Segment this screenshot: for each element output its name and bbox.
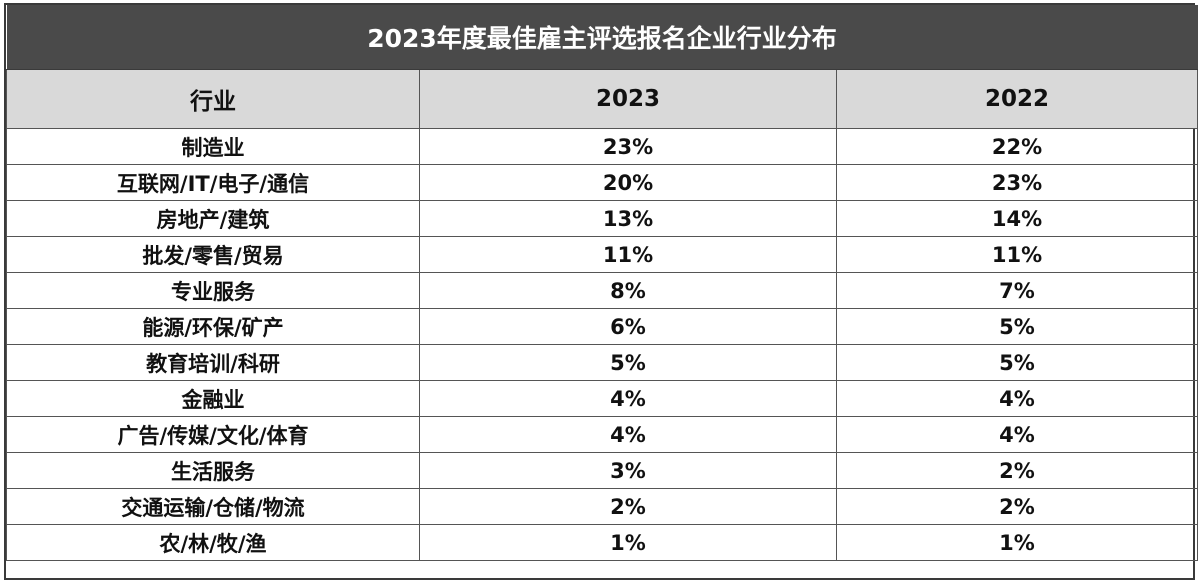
share-2023-cell: 1% bbox=[419, 524, 837, 561]
share-2023-cell: 4% bbox=[419, 416, 837, 453]
share-2023-cell: 5% bbox=[419, 344, 837, 381]
share-2022-cell: 4% bbox=[836, 416, 1198, 453]
industry-cell: 能源/环保/矿产 bbox=[6, 308, 420, 345]
share-2022-cell: 2% bbox=[836, 452, 1198, 489]
table-row: 教育培训/科研 5% 5% bbox=[6, 344, 1198, 381]
industry-cell: 生活服务 bbox=[6, 452, 420, 489]
share-2023-cell: 2% bbox=[419, 488, 837, 525]
industry-cell: 批发/零售/贸易 bbox=[6, 236, 420, 273]
share-2022-cell: 5% bbox=[836, 344, 1198, 381]
industry-cell: 交通运输/仓储/物流 bbox=[6, 488, 420, 525]
table-row: 专业服务 8% 7% bbox=[6, 272, 1198, 309]
share-2023-cell: 8% bbox=[419, 272, 837, 309]
share-2023-cell: 23% bbox=[419, 128, 837, 165]
industry-distribution-table-container: 2023年度最佳雇主评选报名企业行业分布 行业 2023 2022 制造业 23… bbox=[4, 3, 1198, 580]
share-2022-cell: 11% bbox=[836, 236, 1198, 273]
header-row: 行业 2023 2022 bbox=[6, 69, 1198, 129]
industry-cell: 广告/传媒/文化/体育 bbox=[6, 416, 420, 453]
share-2022-cell: 22% bbox=[836, 128, 1198, 165]
industry-cell: 教育培训/科研 bbox=[6, 344, 420, 381]
industry-cell: 房地产/建筑 bbox=[6, 200, 420, 237]
share-2023-cell: 4% bbox=[419, 380, 837, 417]
share-2022-cell: 4% bbox=[836, 380, 1198, 417]
share-2022-cell: 5% bbox=[836, 308, 1198, 345]
share-2023-cell: 13% bbox=[419, 200, 837, 237]
table-row: 房地产/建筑 13% 14% bbox=[6, 200, 1198, 237]
industry-cell: 农/林/牧/渔 bbox=[6, 524, 420, 561]
title-row: 2023年度最佳雇主评选报名企业行业分布 bbox=[6, 5, 1198, 70]
industry-cell: 互联网/IT/电子/通信 bbox=[6, 164, 420, 201]
share-2022-cell: 14% bbox=[836, 200, 1198, 237]
share-2023-cell: 20% bbox=[419, 164, 837, 201]
table-row: 农/林/牧/渔 1% 1% bbox=[6, 524, 1198, 561]
share-2023-cell: 11% bbox=[419, 236, 837, 273]
share-2023-cell: 3% bbox=[419, 452, 837, 489]
table-row: 金融业 4% 4% bbox=[6, 380, 1198, 417]
industry-cell: 专业服务 bbox=[6, 272, 420, 309]
column-header-industry: 行业 bbox=[6, 69, 420, 129]
table-row: 能源/环保/矿产 6% 5% bbox=[6, 308, 1198, 345]
share-2023-cell: 6% bbox=[419, 308, 837, 345]
share-2022-cell: 1% bbox=[836, 524, 1198, 561]
industry-cell: 制造业 bbox=[6, 128, 420, 165]
column-header-2022: 2022 bbox=[836, 69, 1198, 129]
table-row: 广告/传媒/文化/体育 4% 4% bbox=[6, 416, 1198, 453]
share-2022-cell: 7% bbox=[836, 272, 1198, 309]
column-header-2023: 2023 bbox=[419, 69, 837, 129]
table-row: 批发/零售/贸易 11% 11% bbox=[6, 236, 1198, 273]
table-row: 互联网/IT/电子/通信 20% 23% bbox=[6, 164, 1198, 201]
industry-cell: 金融业 bbox=[6, 380, 420, 417]
share-2022-cell: 23% bbox=[836, 164, 1198, 201]
table-title: 2023年度最佳雇主评选报名企业行业分布 bbox=[6, 5, 1198, 70]
industry-distribution-table: 2023年度最佳雇主评选报名企业行业分布 行业 2023 2022 制造业 23… bbox=[6, 5, 1198, 561]
table-row: 制造业 23% 22% bbox=[6, 128, 1198, 165]
table-row: 生活服务 3% 2% bbox=[6, 452, 1198, 489]
table-row: 交通运输/仓储/物流 2% 2% bbox=[6, 488, 1198, 525]
share-2022-cell: 2% bbox=[836, 488, 1198, 525]
